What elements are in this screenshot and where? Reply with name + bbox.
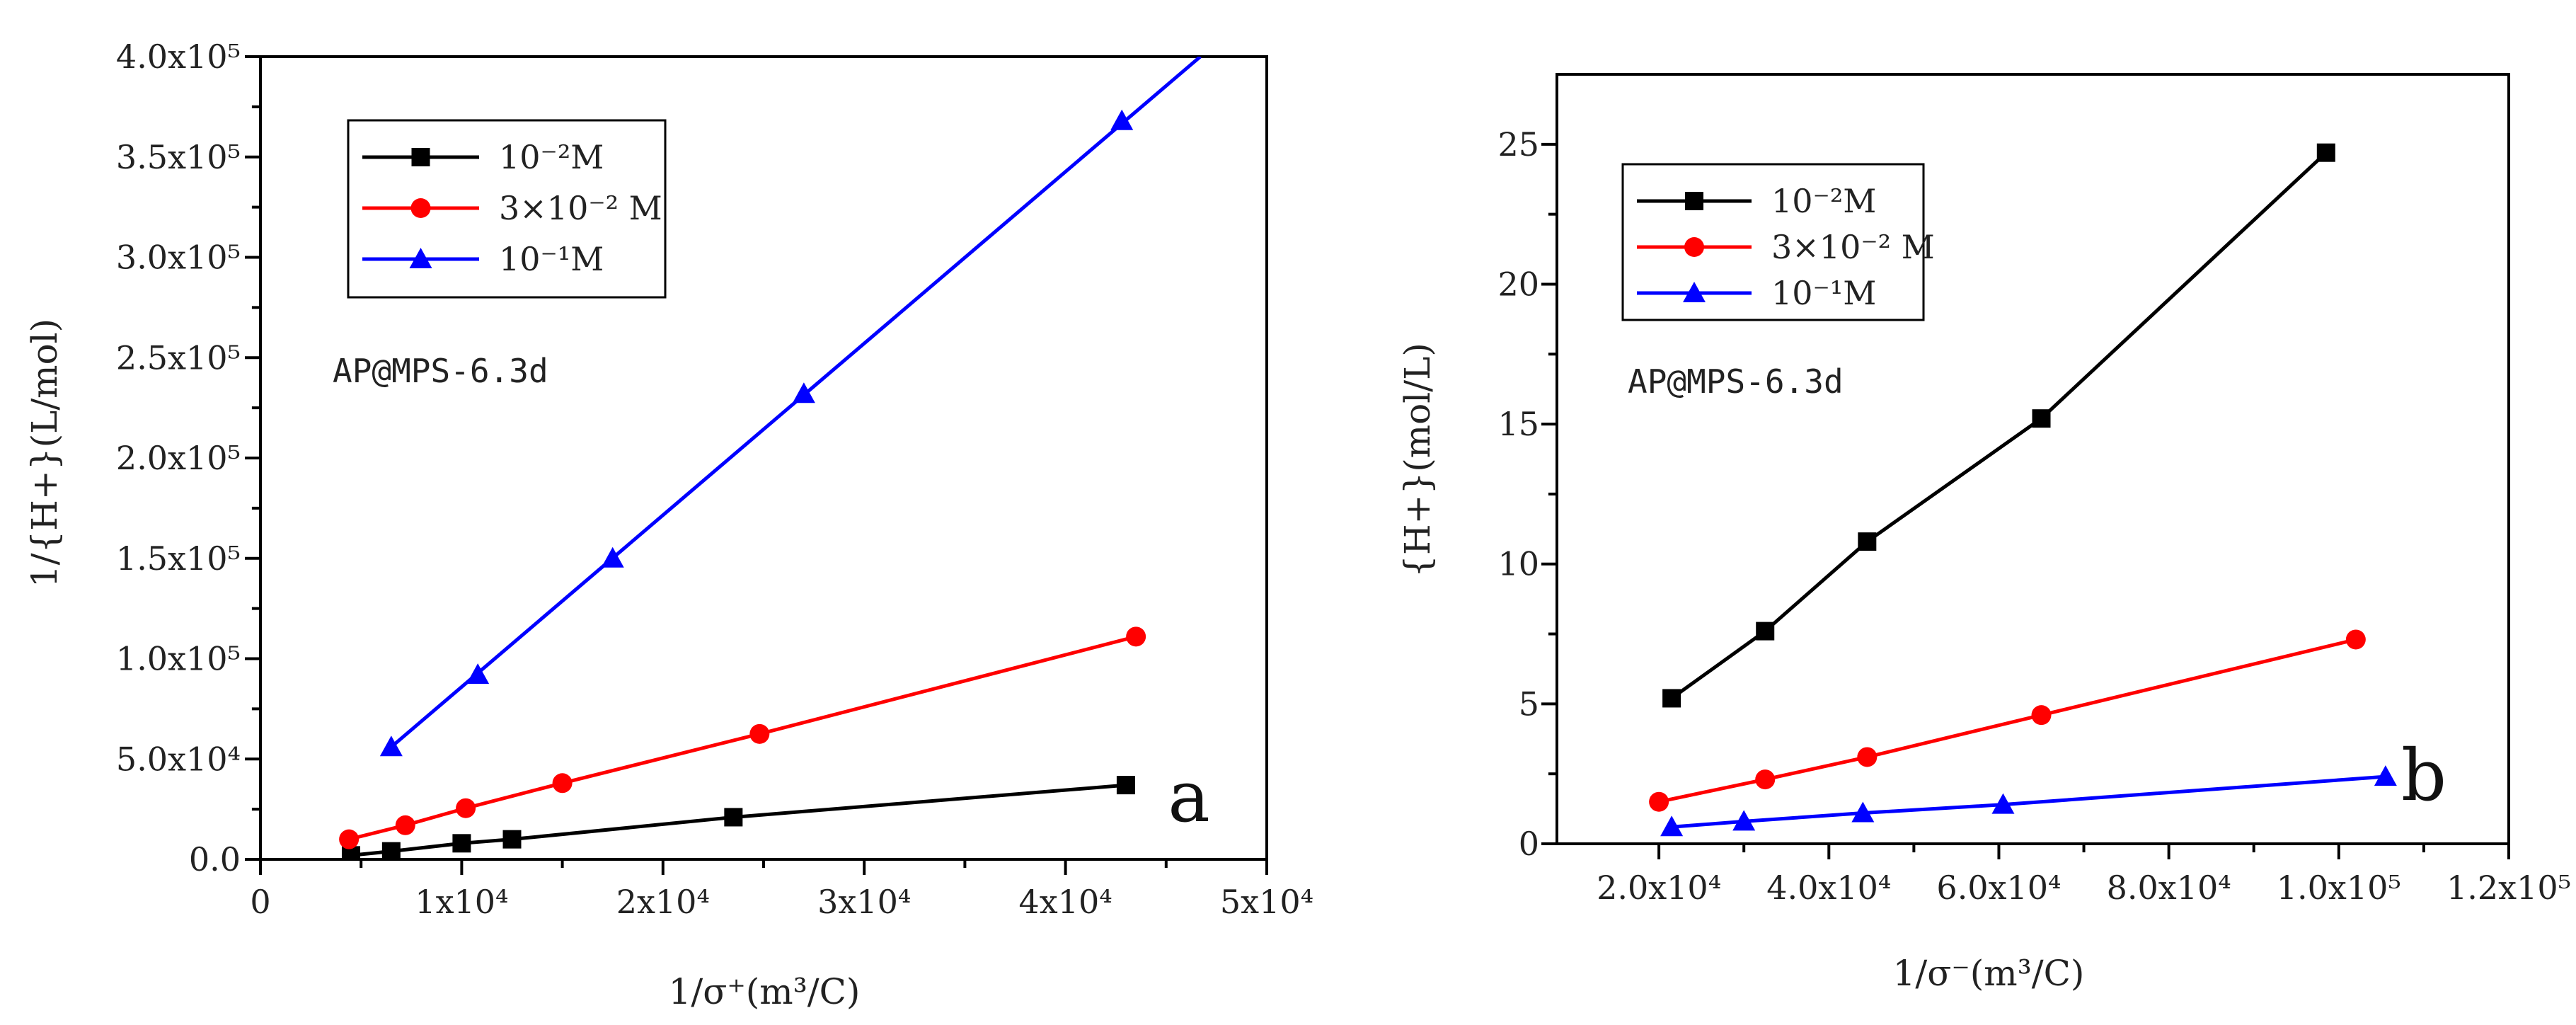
data-point [395, 815, 415, 835]
legend-label: 10⁻¹M [1771, 274, 1876, 312]
legend-marker [409, 248, 432, 268]
legend-marker [1684, 237, 1704, 257]
data-point [381, 842, 401, 859]
data-point [466, 663, 490, 685]
x-tick-label: 4x10⁴ [1019, 883, 1112, 921]
data-point [1649, 791, 1669, 812]
legend-marker [411, 148, 430, 166]
legend-label: 3×10⁻² M [1771, 228, 1935, 266]
data-point [456, 798, 476, 818]
data-point [792, 382, 815, 403]
x-tick-label: 4.0x10⁴ [1766, 869, 1891, 907]
data-point [1116, 776, 1135, 795]
panel-letter: b [2401, 734, 2446, 817]
series-0 [1662, 143, 2335, 708]
y-axis-title: 1/{H+}(L/mol) [24, 319, 65, 588]
y-tick-label: 3.0x10⁵ [116, 239, 241, 277]
legend-marker [1685, 192, 1703, 210]
series-1 [339, 626, 1146, 849]
sample-annotation: AP@MPS-6.3d [1628, 362, 1844, 401]
y-tick-label: 2.5x10⁵ [116, 338, 241, 377]
x-tick-label: 6.0x10⁴ [1936, 869, 2061, 907]
panel-letter: a [1168, 755, 1210, 838]
plot-frame [1556, 73, 2510, 845]
x-axis-title: 1/σ⁺(m³/C) [669, 971, 861, 1012]
data-point [2316, 143, 2335, 162]
y-tick-label: 0 [1519, 825, 1539, 863]
y-tick-label: 0.0 [189, 840, 241, 878]
legend-label: 10⁻¹M [499, 240, 604, 278]
data-point [749, 723, 770, 744]
data-point [2031, 705, 2052, 726]
series-2 [1660, 765, 2397, 837]
data-point [601, 546, 624, 568]
chart-panel-a: 0 1x10⁴ 2x10⁴ 3x10⁴ 4x10⁴ 5x10⁴ 0.0 5.0x10⁴ 1.0x… [24, 38, 1313, 1012]
data-point [1662, 689, 1681, 708]
data-point [502, 830, 522, 849]
y-tick-label: 25 [1497, 125, 1539, 164]
data-point [2345, 629, 2366, 650]
x-tick-label: 2.0x10⁴ [1597, 869, 1721, 907]
data-point [1126, 626, 1146, 647]
data-point [2032, 409, 2051, 428]
y-tick-label: 5 [1519, 685, 1539, 723]
legend: 10⁻²M 3×10⁻² M 10⁻¹M [347, 119, 667, 299]
x-tick-label: 3x10⁴ [817, 883, 911, 921]
y-tick-label: 10 [1497, 545, 1539, 583]
legend-label: 10⁻²M [1771, 182, 1876, 220]
x-tick-label: 1x10⁴ [415, 883, 508, 921]
data-point [339, 829, 360, 849]
x-tick-label: 2x10⁴ [616, 883, 710, 921]
y-tick-label: 20 [1497, 265, 1539, 303]
x-tick-label: 8.0x10⁴ [2107, 869, 2231, 907]
y-tick-label: 2.0x10⁵ [116, 439, 241, 477]
y-tick-label: 3.5x10⁵ [116, 138, 241, 176]
data-point [1756, 622, 1775, 641]
legend-label: 3×10⁻² M [499, 189, 662, 227]
data-point [552, 773, 573, 794]
data-point [1857, 747, 1878, 767]
sample-annotation: AP@MPS-6.3d [333, 352, 548, 390]
data-point [1110, 109, 1134, 130]
x-tick-label: 0 [250, 883, 270, 921]
data-point [341, 846, 360, 859]
data-point [1858, 532, 1877, 551]
y-tick-label: 5.0x10⁴ [116, 740, 241, 778]
legend-label: 10⁻²M [499, 138, 604, 176]
y-tick-label: 1.0x10⁵ [116, 640, 241, 678]
data-point [452, 834, 471, 853]
data-point [724, 808, 743, 827]
y-tick-label: 1.5x10⁵ [116, 539, 241, 578]
y-tick-label: 4.0x10⁵ [116, 38, 241, 76]
data-point [2374, 765, 2397, 786]
x-tick-label: 5x10⁴ [1220, 883, 1313, 921]
series-1 [1649, 629, 2366, 812]
data-point [1660, 815, 1684, 837]
legend-marker [1683, 282, 1706, 302]
series-0 [341, 776, 1135, 859]
legend-marker [410, 198, 431, 218]
chart-panel-b: 2.0x10⁴ 4.0x10⁴ 6.0x10⁴ 8.0x10⁴ 1.0x10⁵ 1.2x1… [1397, 73, 2571, 994]
x-axis-title: 1/σ⁻(m³/C) [1893, 953, 2085, 994]
data-point [1732, 810, 1756, 831]
data-point [1851, 801, 1875, 823]
y-tick-label: 15 [1497, 405, 1539, 443]
x-tick-label: 1.2x10⁵ [2446, 869, 2571, 907]
x-tick-label: 1.0x10⁵ [2277, 869, 2401, 907]
series-line [1671, 774, 2386, 829]
y-axis-title: {H+}(mol/L) [1397, 343, 1438, 578]
series-2 [379, 57, 1202, 757]
legend: 10⁻²M 3×10⁻² M 10⁻¹M [1621, 163, 1935, 321]
data-point [1755, 769, 1776, 790]
data-point [1991, 793, 2015, 814]
data-point [379, 735, 403, 757]
